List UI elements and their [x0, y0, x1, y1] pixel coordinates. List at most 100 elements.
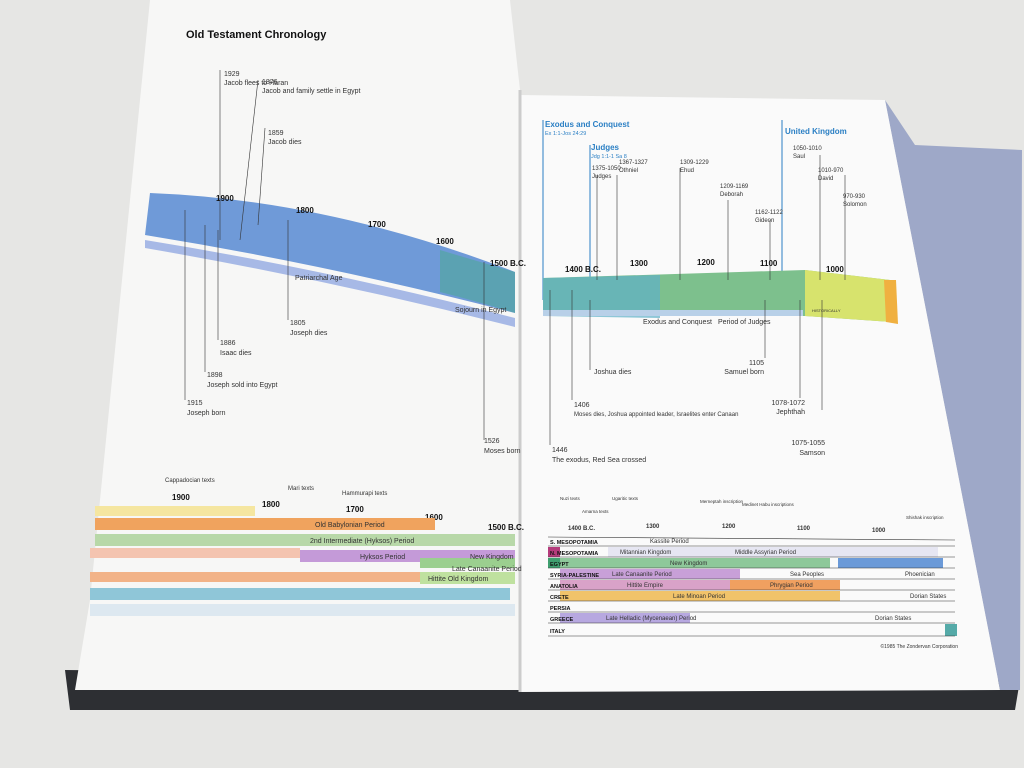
- band-label: Patriarchal Age: [295, 275, 343, 282]
- texts-label: Medinet Habu inscriptions: [742, 502, 795, 507]
- period-label: Late Canaanite Period: [452, 566, 522, 573]
- scale-label: 1900: [172, 493, 190, 502]
- period-label: Mitannian Kingdom: [620, 550, 671, 556]
- event-line: [257, 127, 266, 226]
- scale-label: 1800: [296, 206, 314, 215]
- period-bar: [560, 591, 840, 601]
- period-bar: [420, 558, 515, 568]
- event-text: Moses born: [484, 448, 521, 455]
- texts-label: Amarna texts: [582, 509, 609, 514]
- period-bar: [420, 572, 515, 584]
- event-text: Deborah: [720, 192, 743, 198]
- event-text: Moses dies, Joshua appointed leader, Isr…: [574, 412, 738, 418]
- event-text: Samuel born: [724, 369, 764, 376]
- event-date: 1309-1229: [680, 160, 709, 166]
- region-name: N. MESOPOTAMIA: [550, 551, 598, 557]
- event-date: 1886: [220, 340, 236, 347]
- row-line: [547, 536, 956, 541]
- period-bar: [560, 580, 810, 590]
- period-bars: [90, 506, 515, 616]
- region-name: S. MESOPOTAMIA: [550, 540, 598, 546]
- scale-label: 1100: [797, 526, 811, 532]
- scale-label: 1400 B.C.: [568, 526, 595, 532]
- event-date: 1367-1327: [619, 160, 648, 166]
- event-text: The exodus, Red Sea crossed: [552, 457, 646, 464]
- band-label: Period of Judges: [718, 319, 771, 326]
- event-line: [239, 79, 259, 241]
- section-title: United Kingdom: [785, 127, 847, 136]
- section-title: Exodus and Conquest: [545, 120, 630, 129]
- event-text: Samson: [799, 450, 825, 457]
- event-text: Judges: [592, 174, 611, 180]
- period-label: New Kingdom: [470, 554, 514, 561]
- period-label: Late Minoan Period: [673, 594, 725, 600]
- period-label: Hittite Empire: [627, 583, 664, 589]
- section-ref: Jdg 1:1-1 Sa 8: [591, 154, 627, 160]
- texts-label: Ugaritic texts: [612, 496, 639, 501]
- period-bar: [90, 548, 300, 558]
- period-bar: [945, 624, 957, 636]
- region-name: ANATOLIA: [550, 584, 578, 590]
- event-date: 1929: [224, 71, 240, 78]
- region-name: ITALY: [550, 629, 565, 635]
- event-text: Jacob and family settle in Egypt: [262, 88, 360, 95]
- band-label: HISTORICALLY: [812, 308, 841, 313]
- period-bar: [560, 558, 830, 568]
- period-label: Phoenician: [905, 572, 935, 578]
- event-text: David: [818, 176, 833, 182]
- band-label: Sojourn in Egypt: [455, 307, 506, 314]
- region-name: CRETE: [550, 595, 569, 601]
- event-date: 1526: [484, 438, 500, 445]
- period-label: Old Babylonian Period: [315, 522, 385, 529]
- region-name: SYRIA-PALESTINE: [550, 573, 599, 579]
- page-edges: [885, 100, 1022, 690]
- event-text: Saul: [793, 154, 805, 160]
- event-text: Solomon: [843, 202, 867, 208]
- event-lines: [549, 155, 846, 445]
- period-label: 2nd Intermediate (Hyksos) Period: [310, 538, 414, 545]
- event-date: 1105: [749, 360, 764, 367]
- event-text: Jephthah: [776, 409, 805, 416]
- region-name: GREECE: [550, 617, 574, 623]
- scale-label: 1700: [346, 505, 364, 514]
- scale-label: 1800: [262, 500, 280, 509]
- section-title: Judges: [591, 143, 620, 152]
- scale-label: 1200: [697, 258, 715, 267]
- kingdom-end: [884, 280, 898, 324]
- period-label: Late Canaanite Period: [612, 572, 672, 578]
- period-bar: [838, 558, 943, 568]
- event-date: 1859: [268, 130, 284, 137]
- band-label: Exodus and Conquest: [643, 319, 712, 326]
- event-date: 1209-1169: [720, 184, 749, 190]
- period-label: Late Helladic (Mycenaean) Period: [606, 616, 696, 622]
- texts-label: Hammurapi texts: [342, 491, 387, 497]
- period-bar: [90, 572, 420, 582]
- period-label: Dorian States: [910, 594, 946, 600]
- period-label: Hittite Old Kingdom: [428, 576, 488, 583]
- scale-label: 1300: [646, 524, 660, 530]
- event-date: 1898: [207, 372, 223, 379]
- event-date: 1446: [552, 447, 568, 454]
- period-bar: [95, 534, 515, 546]
- period-label: Middle Assyrian Period: [735, 550, 796, 556]
- event-date: 970-930: [843, 194, 866, 200]
- event-text: Jacob dies: [268, 139, 302, 146]
- scale-label: 1000: [872, 528, 886, 534]
- period-bar: [608, 547, 938, 557]
- period-bar: [90, 604, 515, 616]
- period-bar: [730, 580, 840, 590]
- scale-label: 1100: [760, 259, 778, 268]
- period-bar: [95, 506, 255, 516]
- event-text: Jacob flees to Haran: [224, 80, 288, 87]
- period-label: Sea Peoples: [790, 572, 824, 578]
- region-table: [547, 536, 957, 637]
- left-page: [75, 0, 520, 690]
- event-lines: [184, 70, 485, 440]
- right-page: [520, 95, 1000, 692]
- period-label: Phrygian Period: [770, 583, 813, 589]
- scale-label: 1700: [368, 220, 386, 229]
- event-text: Othniel: [619, 168, 638, 174]
- period-label: Kassite Period: [650, 539, 689, 545]
- scale-label: 1600: [436, 237, 454, 246]
